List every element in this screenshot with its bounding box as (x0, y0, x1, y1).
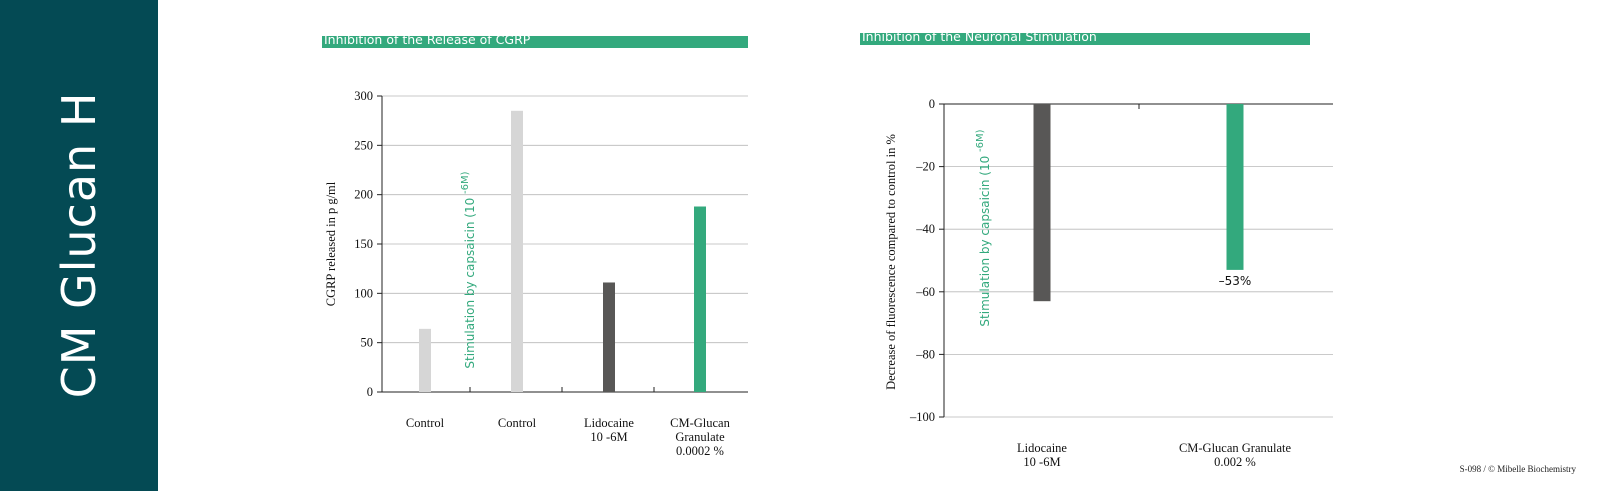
chart2-ytick-label: –100 (909, 410, 935, 424)
chart2-annotation-text: Stimulation by capsaicin (10 (978, 152, 992, 327)
chart1-title: Inhibition of the Release of CGRP (324, 32, 531, 47)
chart1-annotation-superscript: -6M) (460, 171, 471, 194)
chart1-bar (694, 206, 706, 392)
chart1-ytick-label: 200 (354, 188, 373, 202)
chart1-title-banner: Inhibition of the Release of CGRP (322, 32, 748, 48)
chart2-ytick-label: 0 (929, 97, 935, 111)
chart1-category-label: 10 -6M (590, 430, 627, 444)
chart2-annotation-superscript: -6M) (975, 129, 986, 152)
chart2-ytick-label: –80 (915, 347, 935, 361)
chart1-category-label: 0.0002 % (676, 444, 724, 458)
chart1-ytick-label: 100 (354, 286, 373, 300)
chart1-ytick-label: 150 (354, 237, 373, 251)
chart2-annotation: Stimulation by capsaicin (10 -6M) (975, 129, 992, 326)
chart2-category-label: CM-Glucan Granulate (1179, 441, 1292, 455)
chart2-title: Inhibition of the Neuronal Stimulation (862, 29, 1097, 44)
chart1-bar (511, 110, 523, 393)
chart2-category-label: Lidocaine (1017, 441, 1067, 455)
chart2-category-label: 0.002 % (1214, 455, 1256, 469)
chart2-bar (1226, 104, 1244, 270)
chart2-data-label: –53% (1219, 274, 1252, 288)
chart2-ytick-label: –60 (915, 285, 935, 299)
chart1-ytick-label: 250 (354, 138, 373, 152)
chart1-category-label: Lidocaine (584, 416, 634, 430)
chart1-category-label: Control (498, 416, 537, 430)
chart1-ylabel: CGRP released in p g/ml (324, 181, 338, 306)
chart1-category-label: CM-Glucan (670, 416, 730, 430)
chart2-ytick-label: –20 (915, 160, 935, 174)
chart2-bar (1033, 104, 1051, 302)
chart2-ylabel: Decrease of fluorescence compared to con… (884, 134, 898, 390)
chart1-category-label: Granulate (675, 430, 725, 444)
chart2-title-banner: Inhibition of the Neuronal Stimulation (860, 29, 1310, 45)
chart2-ytick-label: –40 (915, 222, 935, 236)
chart1-annotation: Stimulation by capsaicin (10 -6M) (460, 171, 477, 368)
chart1-bar (603, 282, 615, 392)
chart1-ytick-label: 300 (354, 89, 373, 103)
chart1-ytick-label: 0 (367, 385, 373, 399)
copyright-credit: S-098 / © Mibelle Biochemistry (1459, 464, 1576, 474)
chart1-ytick-label: 50 (361, 336, 374, 350)
chart1-annotation-text: Stimulation by capsaicin (10 (463, 194, 477, 369)
chart2-category-label: 10 -6M (1023, 455, 1060, 469)
chart1-category-label: Control (406, 416, 445, 430)
chart1-bar (419, 328, 431, 392)
sidebar: CM Glucan H (0, 0, 158, 491)
